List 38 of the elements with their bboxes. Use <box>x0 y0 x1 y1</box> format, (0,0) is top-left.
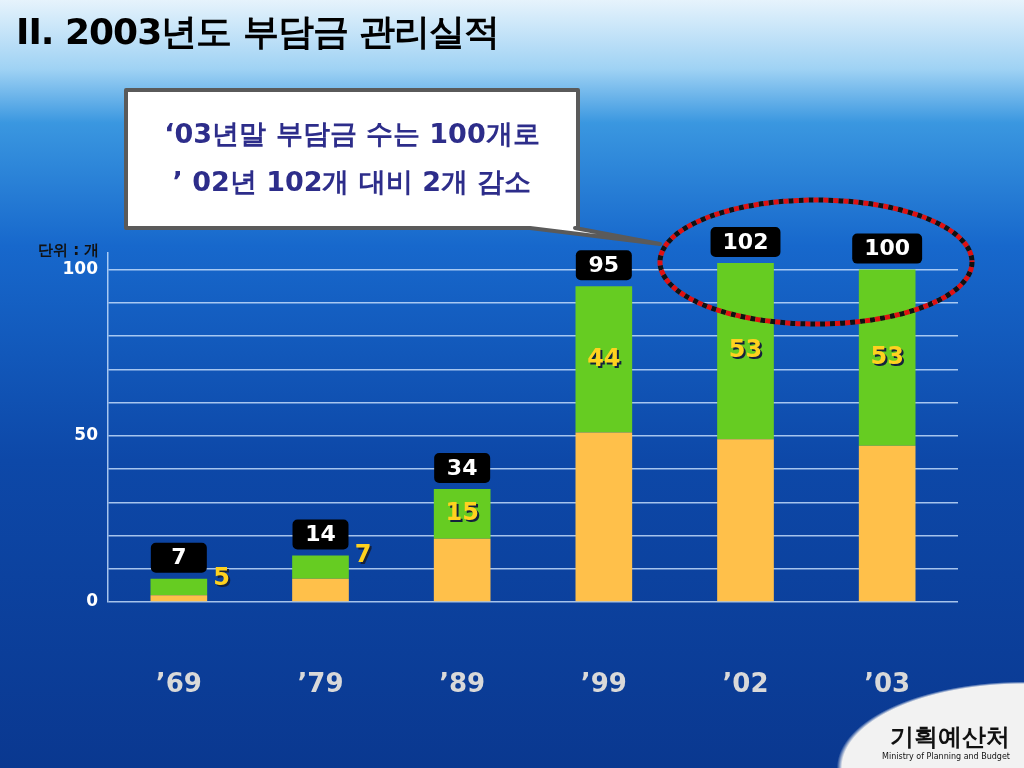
bar <box>575 432 633 602</box>
bar <box>433 538 491 602</box>
y-tick-label: 0 <box>86 590 99 611</box>
x-tick-label: ’79 <box>297 668 344 699</box>
total-label: 100 <box>864 235 911 261</box>
x-tick-label: ’89 <box>439 668 486 699</box>
chart-title: II. 2003년도 부담금 관리실적 <box>16 10 500 54</box>
total-label: 102 <box>722 228 769 254</box>
y-tick-label: 50 <box>74 424 99 445</box>
x-tick-label: ’03 <box>864 668 911 699</box>
bar <box>150 578 208 596</box>
text: Ministry of Planning and Budget <box>882 752 1010 762</box>
data-label: 44 <box>587 343 621 372</box>
bar <box>717 262 774 440</box>
data-label: 53 <box>870 341 904 370</box>
bar <box>858 445 916 602</box>
bar <box>292 555 349 579</box>
data-label: 7 <box>354 539 372 568</box>
bar <box>717 439 774 602</box>
data-label: 15 <box>445 498 479 527</box>
total-label: 34 <box>446 454 478 480</box>
total-label: 95 <box>588 251 620 277</box>
data-label: 5 <box>213 562 230 591</box>
bar <box>150 595 208 602</box>
y-tick-label: 100 <box>62 258 99 279</box>
x-tick-label: ’99 <box>580 668 627 699</box>
text: 기획예산처 <box>890 722 1010 752</box>
bar <box>858 269 916 446</box>
data-label: 53 <box>728 335 763 364</box>
bar <box>575 286 633 433</box>
text: ’ 02년 102개 대비 2개 감소 <box>171 165 533 199</box>
x-tick-label: ’69 <box>155 668 202 699</box>
y-axis-title: 단위 : 개 <box>38 240 100 260</box>
total-label: 14 <box>305 521 336 547</box>
x-tick-label: ’02 <box>722 668 769 699</box>
total-label: 7 <box>171 544 187 570</box>
bar <box>292 578 349 602</box>
text: ‘03년말 부담금 수는 100개로 <box>163 117 541 151</box>
